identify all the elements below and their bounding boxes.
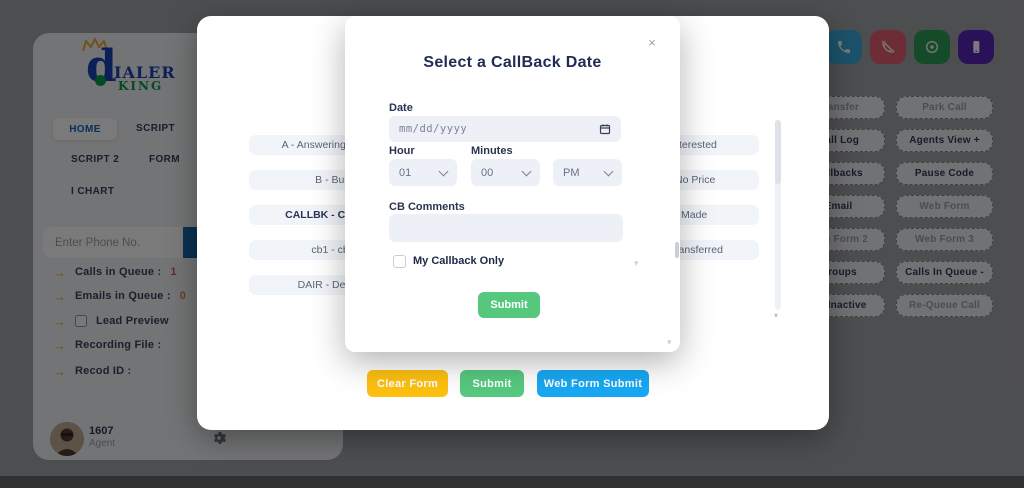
calendar-icon (599, 124, 611, 135)
date-input[interactable]: mm/dd/yyyy (389, 116, 621, 142)
web-form-submit-button[interactable]: Web Form Submit (537, 370, 649, 397)
minutes-label: Minutes (471, 145, 513, 157)
modal-submit-button[interactable]: Submit (478, 292, 540, 318)
chevron-down-icon (438, 166, 449, 176)
chevron-down-icon (521, 166, 532, 176)
ampm-value: PM (563, 166, 580, 179)
hour-label: Hour (389, 145, 415, 157)
my-callback-only-label: My Callback Only (413, 255, 505, 267)
clear-form-button[interactable]: Clear Form (367, 370, 448, 397)
cb-comments-textarea[interactable] (389, 214, 623, 242)
modal-title: Select a CallBack Date (423, 54, 602, 71)
chevron-down-icon: ▾ (667, 337, 672, 347)
card-scrollbar-thumb[interactable] (775, 120, 781, 184)
card-submit-button[interactable]: Submit (460, 370, 524, 397)
callback-modal: × Select a CallBack Date Date mm/dd/yyyy… (345, 16, 680, 352)
ampm-select[interactable]: PM (553, 159, 622, 186)
date-label: Date (389, 102, 413, 114)
chevron-down-icon: ▾ (634, 258, 639, 268)
my-callback-only-checkbox[interactable] (393, 255, 406, 268)
hour-value: 01 (399, 166, 412, 179)
chevron-down-icon (603, 166, 614, 176)
hour-select[interactable]: 01 (389, 159, 457, 186)
minutes-select[interactable]: 00 (471, 159, 540, 186)
close-icon[interactable]: × (644, 34, 660, 50)
chevron-down-icon: ▾ (774, 311, 779, 320)
modal-scrollbar-thumb[interactable] (675, 242, 679, 258)
date-placeholder: mm/dd/yyyy (399, 123, 468, 135)
card-scrollbar-track[interactable] (775, 120, 781, 310)
minutes-value: 00 (481, 166, 494, 179)
cb-comments-label: CB Comments (389, 201, 465, 213)
